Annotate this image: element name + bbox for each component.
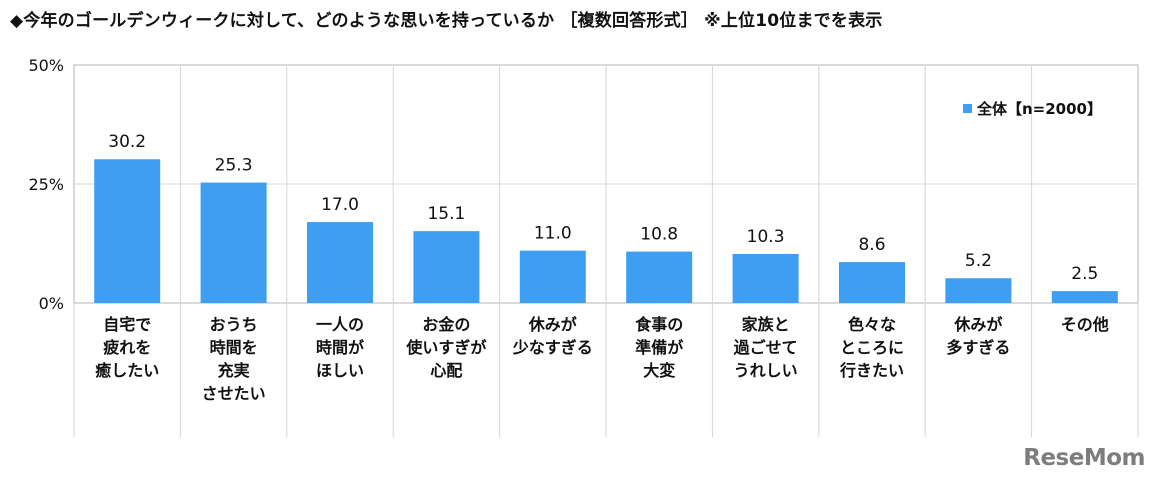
bar [839,262,905,303]
data-label: 25.3 [215,156,253,176]
data-label: 10.3 [747,227,785,247]
x-category-label: 準備が [635,338,683,357]
x-category-label: 行きたい [839,361,904,380]
x-category-label: ところに [840,338,904,357]
x-category-label: 使いすぎが [405,338,486,357]
x-category-label: 疲れを [103,338,151,357]
y-tick-label: 25% [28,175,64,194]
chart-title: ◆今年のゴールデンウィークに対して、どのような思いを持っているか ［複数回答形式… [10,11,883,31]
x-category-label: 休みが [953,315,1002,334]
legend-label: 全体【n=2000】 [976,100,1102,118]
data-label: 8.6 [858,235,885,255]
bar [307,222,373,303]
x-category-label: 自宅で [103,315,151,334]
bar [200,182,267,303]
x-category-label: 家族と [742,315,790,334]
bar [732,253,799,303]
y-tick-label: 50% [28,56,64,75]
data-label: 5.2 [965,251,992,271]
x-category-label: 大変 [643,361,675,380]
x-category-label: 心配 [430,361,462,380]
x-category-label: 少なすぎる [512,338,593,357]
data-label: 17.0 [321,195,359,215]
data-label: 11.0 [534,224,572,244]
bar [413,231,480,303]
bar [945,278,1012,303]
x-category-label: その他 [1061,315,1109,334]
x-category-label: 過ごせて [733,338,798,357]
x-category-label: 一人の [316,315,364,334]
x-category-label: 休みが [528,315,577,334]
x-category-label: 時間を [210,338,258,357]
data-label: 2.5 [1071,264,1098,284]
x-category-label: お金の [422,315,470,334]
bar [94,159,161,303]
data-label: 10.8 [640,225,678,245]
x-category-label: 時間が [316,338,364,357]
data-label: 30.2 [108,132,146,152]
bar [626,251,693,303]
x-category-label: 食事の [634,315,683,334]
x-category-label: ほしい [316,361,364,380]
legend-swatch [963,104,972,113]
bar [1051,291,1118,303]
x-category-label: 充実 [218,361,250,380]
data-label: 15.1 [427,204,465,224]
x-category-label: 色々な [848,315,896,334]
x-category-label: うれしい [734,361,798,380]
x-category-label: 多すぎる [946,338,1010,357]
resemom-logo: ReseMom [1023,445,1145,471]
bar [519,250,586,303]
x-category-label: させたい [202,384,266,403]
y-tick-label: 0% [39,294,64,313]
x-category-label: おうち [210,315,258,334]
x-category-label: 癒したい [95,361,159,380]
